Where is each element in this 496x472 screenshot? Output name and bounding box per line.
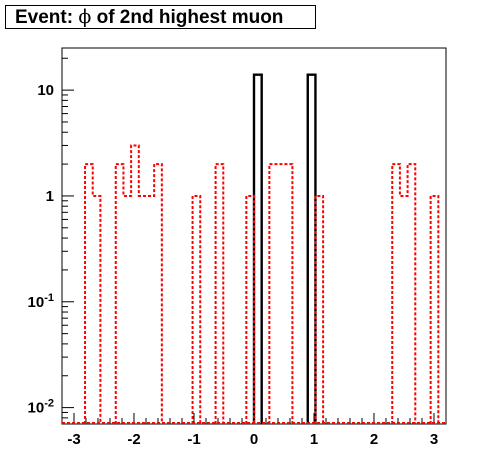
x-tick-label: 1 (310, 431, 318, 448)
x-tick-label: 2 (370, 431, 378, 448)
y-tick-label: 10-1 (28, 292, 54, 311)
x-tick-label: -1 (187, 431, 200, 448)
axis-labels: -3 -2 -1 0 1 2 3 10-2 10-1 1 10 (28, 82, 439, 448)
red-dotted-histogram (84, 144, 440, 424)
chart-title-prefix: Event: (15, 7, 79, 28)
histogram-bars (62, 73, 446, 424)
phi-symbol: ϕ (78, 6, 92, 28)
black-solid-histogram (252, 73, 317, 424)
x-tick-label: 3 (430, 431, 438, 448)
x-tick-label: -2 (127, 431, 140, 448)
chart-title-suffix: of 2nd highest muon (91, 7, 284, 28)
y-tick-label: 10-2 (28, 398, 54, 417)
chart-title: Event: ϕ of 2nd highest muon (5, 5, 316, 29)
x-tick-label: -3 (67, 431, 80, 448)
y-tick-label: 1 (46, 188, 54, 205)
y-tick-label: 10 (37, 82, 54, 99)
x-tick-label: 0 (250, 431, 258, 448)
